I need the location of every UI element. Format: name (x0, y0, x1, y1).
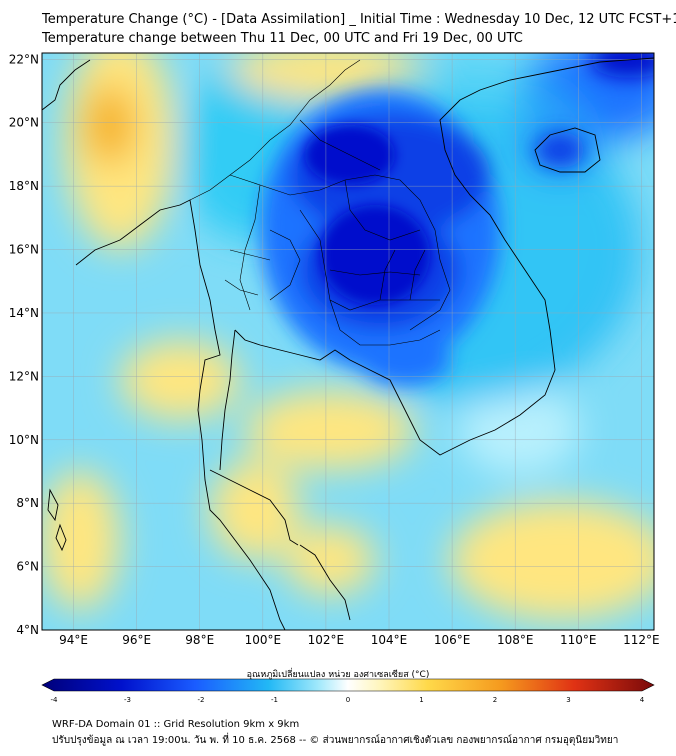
borders (189, 59, 451, 346)
colorbar-tick-label: -1 (271, 696, 278, 704)
colorbar-tick-label: -2 (198, 696, 205, 704)
footer-update-info: ปรับปรุงข้อมูล ณ เวลา 19:00น. วัน พ. ที่… (52, 735, 619, 746)
longitude-label: 110°E (560, 633, 597, 647)
longitude-labels: 94°E 96°E 98°E 100°E 102°E 104°E 106°E 108°E 110… (59, 633, 660, 647)
latitude-label: 4°N (16, 623, 39, 637)
latitude-label: 22°N (9, 52, 39, 66)
colorbar-tick-label: 3 (566, 696, 570, 704)
longitude-label: 96°E (122, 633, 151, 647)
colorbar-tick-label: -4 (51, 696, 59, 704)
map-title: Temperature Change (°C) - [Data Assimila… (42, 12, 676, 27)
map-frame (41, 52, 655, 631)
latitude-label: 20°N (9, 116, 39, 130)
latitude-label: 12°N (9, 369, 39, 383)
longitude-label: 100°E (245, 633, 282, 647)
longitude-label: 104°E (371, 633, 408, 647)
colorbar: -4 -3 -2 -1 0 1 2 3 4 (41, 678, 655, 704)
latitude-labels: 4°N 6°N 8°N 10°N 12°N 14°N 16°N 18°N 20°N 22°N (9, 52, 39, 637)
colorbar-ticks: -4 -3 -2 -1 0 1 2 3 4 (51, 696, 645, 704)
latitude-label: 6°N (16, 560, 39, 574)
colorbar-tick-label: 1 (419, 696, 423, 704)
longitude-label: 108°E (497, 633, 534, 647)
map-subtitle: Temperature change between Thu 11 Dec, 0… (42, 31, 523, 46)
colorbar-tick-label: 2 (493, 696, 497, 704)
latitude-label: 18°N (9, 179, 39, 193)
longitude-label: 112°E (623, 633, 660, 647)
coastlines (42, 57, 654, 630)
latitude-label: 8°N (16, 496, 39, 510)
latitude-label: 14°N (9, 306, 39, 320)
longitude-label: 106°E (434, 633, 471, 647)
footer-model-info: WRF-DA Domain 01 :: Grid Resolution 9km … (52, 719, 300, 730)
colorbar-ramp (41, 678, 655, 692)
colorbar-tick-label: -3 (124, 696, 131, 704)
longitude-label: 94°E (59, 633, 88, 647)
latitude-label: 16°N (9, 243, 39, 257)
colorbar-tick-label: 4 (640, 696, 645, 704)
longitude-label: 98°E (185, 633, 214, 647)
temperature-field (42, 53, 654, 630)
longitude-label: 102°E (308, 633, 345, 647)
colorbar-tick-label: 0 (346, 696, 350, 704)
latitude-label: 10°N (9, 433, 39, 447)
colorbar-label: อุณหภูมิเปลี่ยนแปลง หน่วย องศาเซลเซียส (… (246, 670, 430, 680)
